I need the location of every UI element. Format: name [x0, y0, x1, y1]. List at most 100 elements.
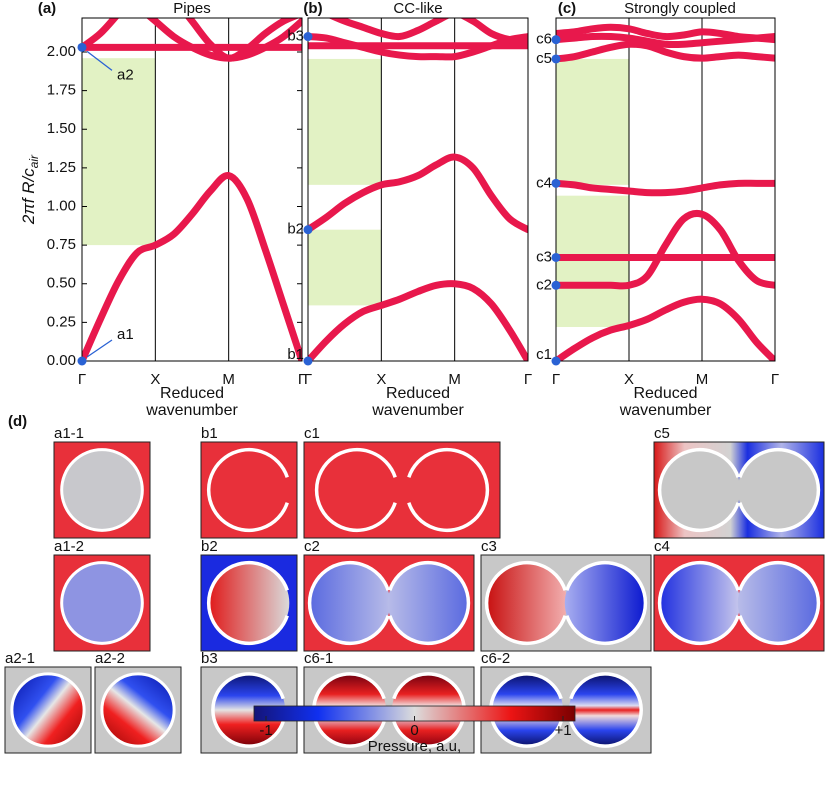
- plot-frame: [307, 17, 529, 362]
- y-tick-label: 0.75: [47, 236, 76, 253]
- scatterer-wall: [569, 672, 643, 748]
- plot-frame: [81, 17, 303, 362]
- y-tick-label: 0.00: [47, 352, 76, 369]
- panel-title: CC-like: [393, 0, 442, 17]
- x-tick-label: Γ: [771, 371, 779, 388]
- point-label: c5: [536, 50, 552, 67]
- scatterer-wall: [60, 561, 144, 645]
- x-tick-label: M: [696, 371, 709, 388]
- x-axis-label: Reduced wavenumber: [372, 385, 464, 419]
- scatterer-field: [208, 562, 290, 644]
- scatterer-wall: [738, 561, 821, 645]
- point-label: c4: [536, 174, 552, 191]
- tile-label: a2-1: [5, 650, 35, 667]
- y-tick-label: 1.25: [47, 159, 76, 176]
- y-axis-label-main: 2πf R/c: [19, 168, 38, 225]
- y-tick-label: 2.00: [47, 43, 76, 60]
- scatterer-wall: [388, 561, 471, 645]
- x-axis-label: Reduced wavenumber: [146, 385, 238, 419]
- band-gap: [82, 58, 156, 246]
- band-gap: [556, 58, 629, 185]
- mode-point: [551, 35, 561, 45]
- panel-label: (d): [8, 413, 27, 430]
- scatterer-field: [61, 562, 143, 644]
- scatterer-field: [11, 673, 85, 747]
- tile-label: a1-2: [54, 538, 84, 555]
- curves: [82, 18, 302, 361]
- band-curve: [82, 18, 300, 62]
- tile-label: a1-1: [54, 425, 84, 442]
- point-label: c6: [536, 31, 552, 48]
- scatterer-field: [737, 449, 819, 531]
- scatterer-wall: [10, 672, 86, 748]
- point-label: a1: [117, 326, 134, 343]
- tile-label: c1: [304, 425, 320, 442]
- mode-point: [303, 356, 313, 366]
- y-axis-label-sub: air: [27, 154, 41, 168]
- panel: (b) CC-like Γ X M Γb1 b2 b3: [287, 0, 532, 388]
- scatterer-field: [568, 673, 642, 747]
- band-gap: [308, 229, 382, 306]
- band-curve: [308, 280, 528, 361]
- panel-label: (c): [558, 0, 576, 17]
- mode-point: [77, 356, 87, 366]
- band-curve: [556, 40, 775, 63]
- tile-label: c5: [654, 425, 670, 442]
- x-tick-label: Γ: [552, 371, 560, 388]
- tile-label: c3: [481, 538, 497, 555]
- panel-label: (b): [303, 0, 322, 17]
- x-tick-label: M: [222, 371, 235, 388]
- band-curve: [556, 179, 775, 197]
- x-tick-label: Γ: [78, 371, 86, 388]
- arrow: [86, 339, 113, 358]
- colorbar-label: Pressure, a.u,: [368, 738, 461, 755]
- scatterer-field: [387, 562, 469, 644]
- tile-label: c2: [304, 538, 320, 555]
- arrow: [86, 50, 113, 71]
- band-curve: [308, 33, 528, 61]
- x-tick-label: X: [624, 371, 634, 388]
- panel-title: Pipes: [173, 0, 211, 17]
- curves: [556, 23, 775, 361]
- scatterer-wall: [314, 448, 397, 532]
- tile-label: a2-2: [95, 650, 125, 667]
- scatterer-wall: [565, 561, 648, 645]
- band-curve: [308, 153, 528, 234]
- tile-label: c6-1: [304, 650, 333, 667]
- mode-point: [551, 54, 561, 64]
- y-tick-label: 1.75: [47, 82, 76, 99]
- y-tick-label: 1.50: [47, 120, 76, 137]
- colorbar-tick-label: +1: [554, 722, 571, 739]
- colorbar-tick-label: 0: [410, 722, 418, 739]
- band-gap: [308, 58, 382, 185]
- scatterer-wall: [657, 561, 740, 645]
- point-label: b2: [287, 221, 304, 238]
- scatterer-field: [406, 449, 488, 531]
- scatterer-field: [309, 562, 391, 644]
- band-curve: [328, 18, 528, 45]
- x-tick-label: M: [448, 371, 461, 388]
- mode-point: [551, 252, 561, 262]
- panel-label: (a): [38, 0, 56, 17]
- x-tick-label: Γ: [298, 371, 306, 388]
- scatterer-field: [101, 673, 175, 747]
- scatterer-wall: [100, 672, 176, 748]
- colorbar-tick-label: -1: [259, 722, 272, 739]
- x-tick-label: Γ: [304, 371, 312, 388]
- y-tick-label: 0.25: [47, 313, 76, 330]
- point-label: c2: [536, 276, 552, 293]
- tile-label: b1: [201, 425, 218, 442]
- scatterer-field: [564, 562, 646, 644]
- scatterer-field: [486, 562, 568, 644]
- tile-label: c4: [654, 538, 670, 555]
- scatterer-field: [737, 562, 819, 644]
- tile-label: b3: [201, 650, 218, 667]
- x-axis-label: Reduced wavenumber: [619, 385, 712, 419]
- curves: [308, 18, 528, 361]
- x-tick-label: X: [150, 371, 160, 388]
- scatterer-wall: [407, 448, 490, 532]
- scatterer-wall: [738, 448, 821, 532]
